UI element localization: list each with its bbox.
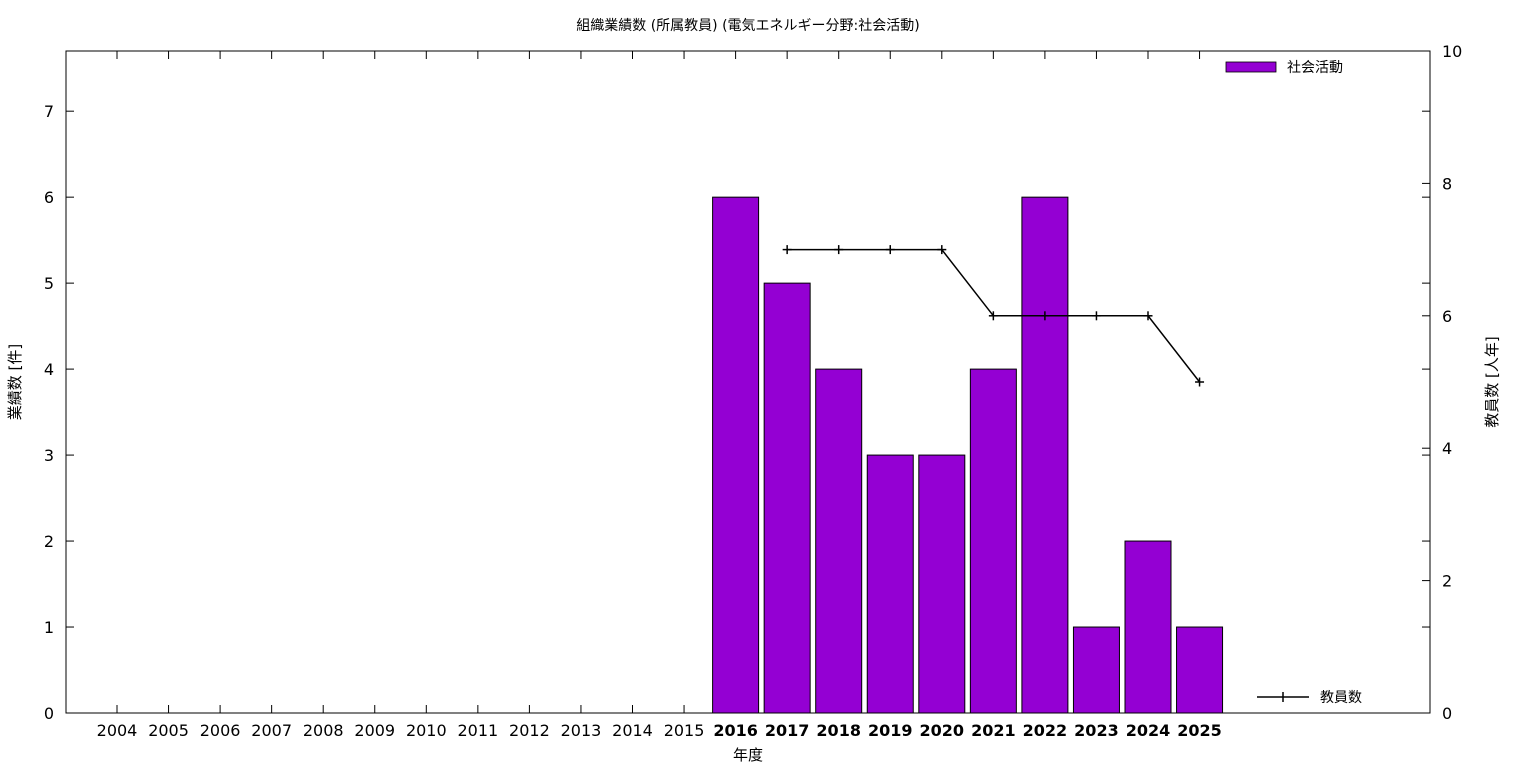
legend-bar-label: 社会活動 — [1287, 60, 1343, 76]
y2-tick-label: 8 — [1442, 174, 1452, 193]
y-tick-label: 4 — [44, 360, 54, 379]
x-tick-label: 2019 — [868, 721, 913, 740]
x-axis-label: 年度 — [733, 746, 763, 764]
x-tick-label: 2021 — [971, 721, 1016, 740]
y2-axis-ticks: 0 2 4 6 8 10 — [1422, 42, 1462, 723]
bar-2017 — [763, 282, 811, 714]
bar-2016 — [712, 196, 760, 714]
y-axis-label: 業績数 [件] — [6, 344, 24, 420]
x-tick-label: 2005 — [148, 721, 189, 740]
y2-tick-label: 4 — [1442, 439, 1452, 458]
x-tick-label: 2014 — [612, 721, 653, 740]
y-tick-label: 5 — [44, 274, 54, 293]
line-series — [782, 245, 1205, 387]
x-tick-label: 2020 — [920, 721, 965, 740]
bar-2020 — [918, 454, 966, 714]
bar-2023 — [1072, 626, 1120, 714]
x-tick-label: 2023 — [1074, 721, 1119, 740]
y2-axis-label: 教員数 [人年] — [1483, 336, 1501, 427]
y2-tick-label: 2 — [1442, 572, 1452, 591]
bar-series — [712, 196, 1224, 714]
y-tick-label: 1 — [44, 618, 54, 637]
x-tick-label: 2008 — [303, 721, 344, 740]
x-axis-ticks: 2004 2005 2006 2007 2008 2009 2010 2011 2012 2013… — [97, 51, 1222, 740]
bar-2022 — [1021, 196, 1069, 714]
x-tick-label: 2012 — [509, 721, 550, 740]
x-tick-label: 2007 — [251, 721, 292, 740]
y2-tick-label: 0 — [1442, 704, 1452, 723]
bar-2021 — [969, 368, 1017, 714]
bar-2024 — [1124, 540, 1172, 714]
y2-tick-label: 10 — [1442, 42, 1462, 61]
y-axis-ticks: 0 1 2 3 4 5 6 7 — [44, 102, 1430, 723]
y-tick-label: 3 — [44, 446, 54, 465]
legend-bar-swatch — [1225, 61, 1277, 73]
x-tick-label: 2016 — [713, 721, 758, 740]
y2-tick-label: 6 — [1442, 307, 1452, 326]
x-tick-label: 2018 — [816, 721, 861, 740]
legend-line: 教員数 — [1257, 690, 1362, 706]
x-tick-label: 2017 — [765, 721, 810, 740]
x-tick-label: 2024 — [1126, 721, 1171, 740]
x-tick-label: 2022 — [1023, 721, 1068, 740]
x-tick-label: 2011 — [457, 721, 498, 740]
x-tick-label: 2009 — [354, 721, 395, 740]
x-tick-label: 2015 — [664, 721, 705, 740]
x-tick-label: 2010 — [406, 721, 447, 740]
legend-line-label: 教員数 — [1320, 690, 1362, 706]
legend-bars: 社会活動 — [1225, 60, 1343, 76]
bar-2025 — [1176, 626, 1224, 714]
y-tick-label: 0 — [44, 704, 54, 723]
y-tick-label: 2 — [44, 532, 54, 551]
chart-title: 組織業績数 (所属教員) (電気エネルギー分野:社会活動) — [576, 18, 919, 34]
bar-2019 — [866, 454, 914, 714]
y-tick-label: 7 — [44, 102, 54, 121]
y-tick-label: 6 — [44, 188, 54, 207]
x-tick-label: 2004 — [97, 721, 138, 740]
bar-2018 — [815, 368, 863, 714]
x-tick-label: 2013 — [561, 721, 602, 740]
x-tick-label: 2006 — [200, 721, 241, 740]
x-tick-label: 2025 — [1177, 721, 1222, 740]
